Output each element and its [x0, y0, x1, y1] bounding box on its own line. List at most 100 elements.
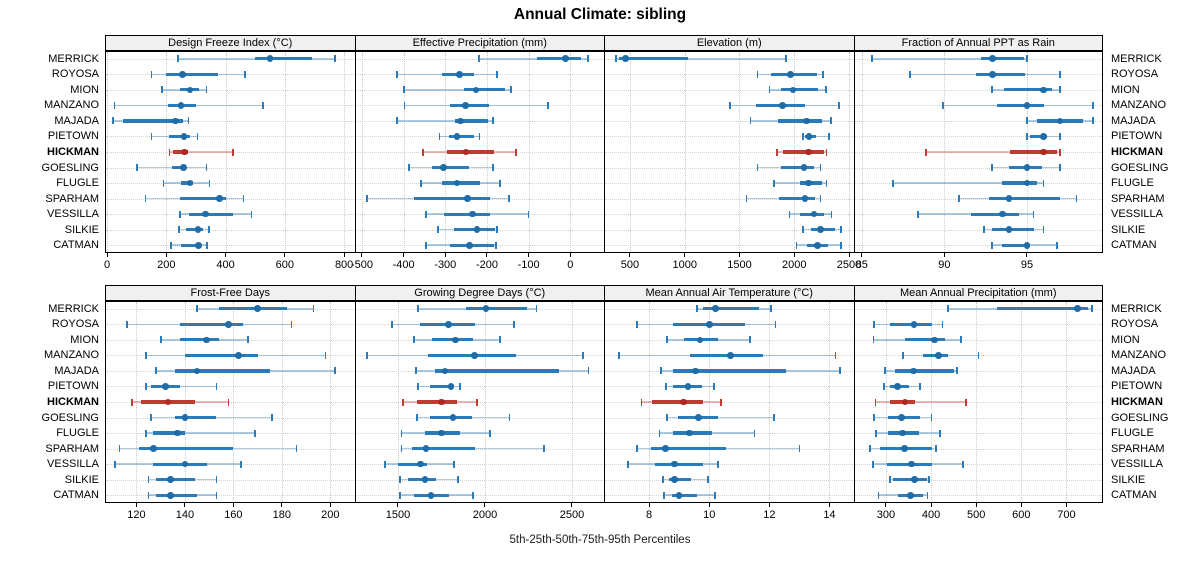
grid-hline — [854, 417, 1102, 419]
median-dot — [692, 367, 699, 375]
grid-hline — [106, 89, 354, 91]
x-tick — [329, 503, 331, 507]
station-label-right: MERRICK — [1111, 52, 1162, 65]
grid-hline — [106, 136, 354, 138]
station-label-left: MERRICK — [48, 52, 99, 65]
whisker-cap — [977, 351, 980, 359]
whisker-cap — [365, 351, 368, 359]
x-tick — [165, 253, 167, 257]
x-tick-label: 200 — [321, 509, 340, 521]
median-dot — [898, 414, 906, 421]
iqr-bar — [463, 88, 506, 92]
panel-strip: Frost-Free Days — [105, 285, 355, 301]
median-dot — [907, 491, 914, 499]
iqr-bar — [166, 72, 219, 76]
grid-hline — [854, 152, 1102, 153]
whisker-cap — [1059, 86, 1061, 94]
x-tick-label: 1000 — [672, 259, 697, 271]
caption: 5th-25th-50th-75th-95th Percentiles — [509, 534, 691, 546]
grid-hline — [355, 339, 603, 341]
grid-hline — [355, 402, 603, 403]
whisker-cap — [756, 164, 759, 172]
grid-hline — [854, 324, 1102, 326]
iqr-bar — [893, 478, 927, 482]
whisker-cap — [508, 414, 511, 422]
station-label-right: HICKMAN — [1111, 396, 1163, 408]
grid-hline — [854, 339, 1102, 341]
iqr-bar — [446, 150, 494, 154]
median-dot — [472, 86, 480, 94]
whisker-cap — [177, 226, 180, 234]
x-tick — [629, 253, 631, 257]
panel-strip: Elevation (m) — [604, 35, 854, 51]
grid-hline — [605, 167, 853, 169]
whisker-cap — [941, 320, 944, 328]
x-tick-label: 0 — [104, 259, 111, 271]
whisker-cap — [819, 195, 822, 203]
whisker-cap — [753, 429, 756, 437]
whisker-cap — [412, 336, 415, 344]
median-dot — [453, 179, 461, 187]
median-dot — [167, 476, 174, 483]
whisker-cap — [312, 305, 315, 313]
whisker-cap — [407, 164, 410, 172]
x-tick — [768, 503, 770, 507]
station-label-left: SILKIE — [64, 473, 99, 486]
iqr-bar — [255, 57, 312, 61]
whisker-cap — [495, 241, 497, 249]
median-dot — [179, 71, 186, 78]
grid-hline — [355, 479, 603, 481]
whisker-cap — [819, 164, 822, 172]
median-dot — [438, 429, 445, 437]
median-dot — [898, 429, 906, 437]
station-label-left: MANZANO — [44, 99, 99, 112]
whisker-line — [136, 166, 207, 169]
whisker-cap — [875, 429, 877, 437]
whisker-cap — [425, 210, 428, 218]
x-tick — [708, 503, 710, 507]
median-dot — [930, 336, 938, 344]
panel-strip: Design Freeze Index (°C) — [105, 35, 355, 51]
grid-hline — [854, 58, 1102, 60]
iqr-bar — [895, 369, 954, 373]
median-dot — [622, 55, 629, 63]
whisker-cap — [476, 398, 479, 406]
x-tick — [397, 503, 399, 507]
median-dot — [695, 414, 702, 421]
whisker-cap — [239, 460, 242, 468]
x-tick-label: 700 — [1057, 509, 1076, 521]
whisker-cap — [177, 55, 180, 63]
grid-hline — [605, 464, 853, 466]
whisker-cap — [295, 445, 298, 453]
station-label-right: VESSILLA — [1111, 208, 1163, 221]
station-label-left: FLUGLE — [56, 427, 99, 440]
whisker-cap — [135, 164, 138, 172]
median-dot — [171, 117, 179, 125]
x-tick — [528, 253, 530, 257]
x-tick — [571, 503, 573, 507]
median-dot — [440, 164, 447, 171]
whisker-cap — [438, 132, 441, 140]
median-dot — [671, 476, 678, 483]
x-tick-label: -300 — [434, 259, 457, 271]
whisker-cap — [416, 414, 419, 422]
whisker-cap — [1092, 101, 1094, 109]
station-label-left: HICKMAN — [47, 396, 99, 408]
median-dot — [805, 148, 812, 156]
median-dot — [1023, 179, 1031, 187]
whisker-cap — [543, 445, 546, 453]
median-dot — [181, 460, 189, 468]
whisker-cap — [546, 101, 549, 109]
x-tick-label: 90 — [938, 259, 951, 271]
station-label-right: ROYOSA — [1111, 68, 1159, 81]
panel-strip: Mean Annual Precipitation (mm) — [853, 285, 1103, 301]
x-tick — [828, 503, 830, 507]
median-dot — [447, 383, 455, 390]
whisker-cap — [935, 445, 937, 453]
whisker-cap — [205, 164, 208, 172]
grid-hline — [605, 402, 853, 403]
iqr-bar — [172, 165, 187, 170]
median-dot — [805, 179, 812, 187]
whisker-cap — [902, 351, 905, 359]
median-dot — [427, 491, 435, 499]
